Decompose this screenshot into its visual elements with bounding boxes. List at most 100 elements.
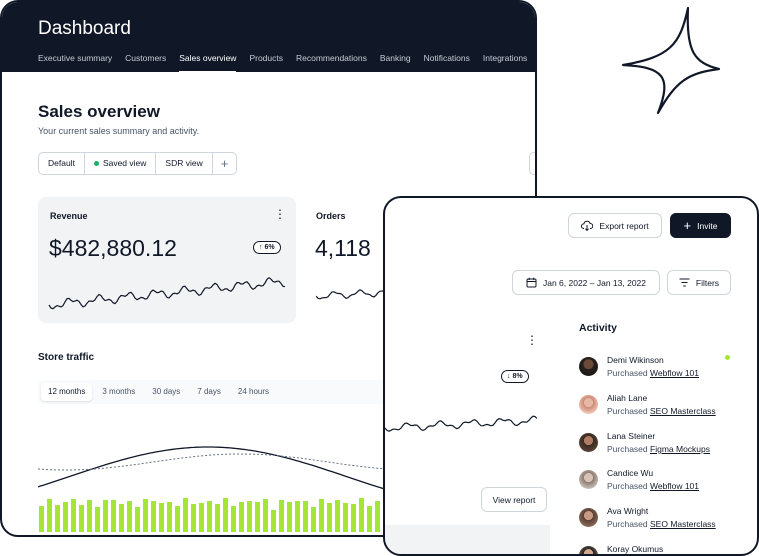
traffic-bar — [47, 499, 52, 532]
traffic-bar — [311, 507, 316, 532]
view-saved-button[interactable]: Saved view — [85, 153, 157, 174]
traffic-bar — [135, 507, 140, 532]
activity-item[interactable]: Candice Wu Purchased Webflow 101 — [579, 468, 749, 500]
traffic-bar — [167, 502, 172, 532]
traffic-bar — [175, 506, 180, 532]
range-7-days[interactable]: 7 days — [197, 387, 221, 396]
traffic-bar — [231, 506, 236, 532]
date-range-label: Jan 6, 2022 – Jan 13, 2022 — [542, 277, 647, 288]
traffic-bar — [343, 503, 348, 532]
dashboard-header: Dashboard Executive summary Customers Sa… — [2, 2, 535, 73]
traffic-bar — [183, 498, 188, 532]
activity-product-link[interactable]: SEO Masterclass — [650, 406, 716, 416]
add-view-button[interactable]: + — [213, 153, 237, 174]
orders-sparkline — [385, 415, 537, 432]
calendar-icon — [526, 277, 537, 288]
traffic-bar — [79, 505, 84, 532]
revenue-change-badge: ↑ 6% — [253, 241, 281, 254]
panel-footer — [385, 525, 550, 554]
tab-integrations[interactable]: Integrations — [482, 53, 528, 63]
saved-status-dot — [93, 161, 99, 166]
activity-item[interactable]: Lana Steiner Purchased Figma Mockups — [579, 431, 749, 463]
traffic-bar — [271, 510, 276, 532]
tab-recommendations[interactable]: Recommendations — [295, 53, 367, 63]
traffic-bar — [87, 500, 92, 532]
activity-action: Purchased Webflow 101 — [607, 368, 699, 378]
traffic-bar — [199, 503, 204, 532]
activity-item[interactable]: Aliah Lane Purchased SEO Masterclass — [579, 393, 749, 425]
activity-item[interactable]: Ava Wright Purchased SEO Masterclass — [579, 506, 749, 538]
dashboard-tabs: Executive summary Customers Sales overvi… — [38, 50, 535, 73]
revenue-card: Revenue ⋮ $482,880.12 ↑ 6% — [38, 197, 296, 323]
traffic-bar — [191, 504, 196, 532]
traffic-bar — [319, 499, 324, 532]
cloud-download-icon — [581, 220, 594, 231]
activity-item[interactable]: Demi Wikinson Purchased Webflow 101 — [579, 355, 749, 387]
traffic-bar — [71, 499, 76, 532]
sparkle-icon — [621, 6, 721, 115]
online-indicator — [725, 355, 730, 360]
avatar — [579, 470, 598, 489]
filters-label: Filters — [695, 277, 720, 288]
view-sdr-label: SDR view — [165, 158, 203, 168]
activity-name: Koray Okumus — [607, 544, 664, 554]
activity-product-link[interactable]: Webflow 101 — [650, 481, 699, 491]
traffic-bar — [55, 505, 60, 532]
invite-button[interactable]: + Invite — [670, 213, 731, 238]
activity-title: Activity — [579, 322, 617, 334]
activity-product-link[interactable]: Figma Mockups — [650, 444, 711, 454]
activity-action: Purchased SEO Masterclass — [607, 406, 716, 416]
revenue-change-value: 6% — [264, 244, 275, 251]
traffic-bar — [287, 502, 292, 532]
export-report-button[interactable]: Export report — [568, 213, 662, 238]
activity-name: Aliah Lane — [607, 393, 648, 403]
avatar — [579, 508, 598, 527]
activity-product-link[interactable]: Webflow 101 — [650, 368, 699, 378]
view-sdr-button[interactable]: SDR view — [156, 153, 213, 174]
activity-verb: Purchased — [607, 444, 648, 454]
traffic-bar — [207, 501, 212, 532]
view-default-label: Default — [48, 158, 75, 168]
tab-customers[interactable]: Customers — [125, 53, 167, 63]
view-saved-label: Saved view — [102, 158, 147, 168]
traffic-bar — [279, 500, 284, 532]
filter-lines-icon — [679, 278, 690, 287]
time-range-selector: 12 months 3 months 30 days 7 days 24 hou… — [38, 380, 398, 404]
kebab-icon[interactable]: ⋮ — [274, 207, 286, 221]
activity-name: Lana Steiner — [607, 431, 656, 441]
revenue-value: $482,880.12 — [49, 235, 177, 261]
plus-icon: + — [220, 156, 229, 171]
view-default-button[interactable]: Default — [39, 153, 85, 174]
activity-product-link[interactable]: SEO Masterclass — [650, 519, 716, 529]
toolbar-button-partial[interactable] — [529, 152, 535, 175]
traffic-bar — [359, 498, 364, 532]
range-30-days[interactable]: 30 days — [152, 387, 181, 396]
traffic-bar — [247, 501, 252, 532]
filters-button[interactable]: Filters — [667, 270, 731, 295]
traffic-bar — [215, 504, 220, 532]
kebab-icon[interactable]: ⋮ — [526, 333, 538, 347]
range-24-hours[interactable]: 24 hours — [237, 387, 270, 396]
activity-item[interactable]: Koray Okumus — [579, 544, 749, 554]
tab-executive-summary[interactable]: Executive summary — [38, 53, 113, 63]
date-range-picker[interactable]: Jan 6, 2022 – Jan 13, 2022 — [512, 270, 660, 295]
activity-action: Purchased Figma Mockups — [607, 444, 710, 454]
range-3-months[interactable]: 3 months — [102, 387, 136, 396]
traffic-bar — [111, 500, 116, 532]
range-12-months[interactable]: 12 months — [41, 383, 93, 401]
activity-action: Purchased Webflow 101 — [607, 481, 699, 491]
tab-products[interactable]: Products — [249, 53, 283, 63]
avatar — [579, 546, 598, 554]
tab-sales-overview[interactable]: Sales overview — [179, 50, 237, 73]
tab-notifications[interactable]: Notifications — [423, 53, 470, 63]
orders-change-value: 8% — [512, 373, 523, 380]
orders-value: 4,118 — [315, 235, 371, 261]
view-report-button[interactable]: View report — [481, 487, 547, 512]
traffic-bar — [39, 506, 44, 532]
dashboard-title: Dashboard — [38, 18, 131, 39]
orders-label: Orders — [316, 211, 346, 221]
view-report-label: View report — [492, 494, 536, 505]
traffic-bar — [255, 502, 260, 532]
activity-action: Purchased SEO Masterclass — [607, 519, 716, 529]
tab-banking[interactable]: Banking — [379, 53, 411, 63]
